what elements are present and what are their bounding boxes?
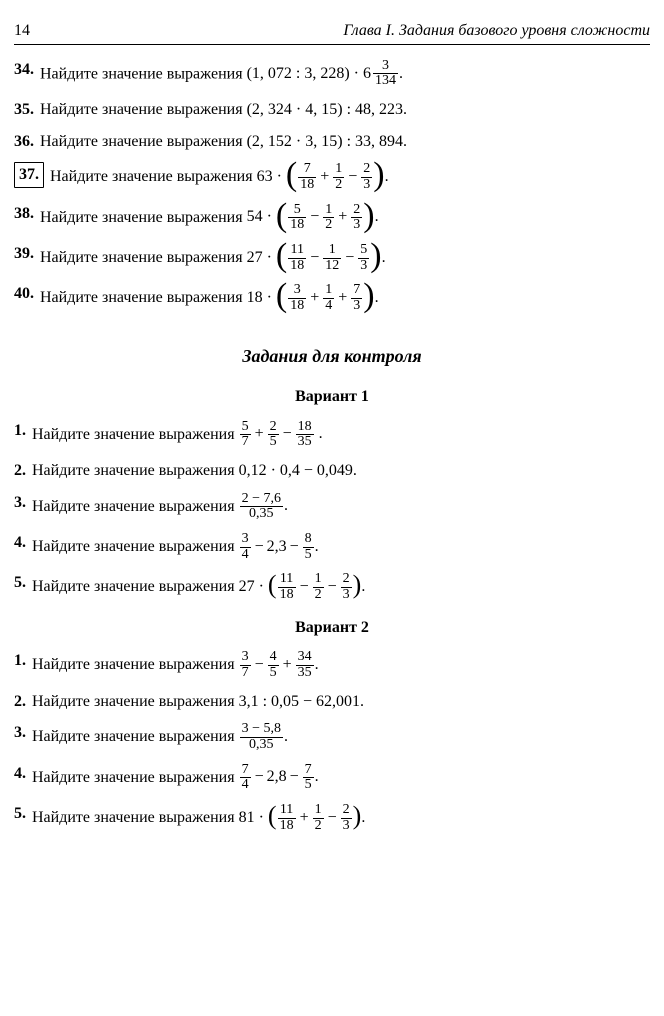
chapter-title: Глава I. Задания базового уровня сложнос…	[343, 20, 650, 42]
problem-number: 38.	[14, 203, 34, 225]
variants-container: Вариант 1 1. Найдите значение выражения 57…	[14, 386, 650, 833]
problem: 40. Найдите значение выражения 18 · (318+…	[14, 283, 650, 313]
problem-number: 2.	[14, 691, 26, 713]
page-header: 14 Глава I. Задания базового уровня слож…	[14, 20, 650, 45]
problem: 39. Найдите значение выражения 27 · (1118…	[14, 243, 650, 273]
problem-text: Найдите значение выражения 54 · (518−12+…	[40, 203, 379, 233]
variant-title: Вариант 2	[14, 617, 650, 639]
problem-text: Найдите значение выражения (2, 152 · 3, …	[40, 131, 407, 153]
problem: 3. Найдите значение выражения 2 − 7,60,35…	[14, 492, 650, 522]
problem-text: Найдите значение выражения 2 − 7,60,35.	[32, 492, 288, 522]
section-title: Задания для контроля	[14, 344, 650, 368]
problem-number: 37.	[14, 162, 44, 188]
problem-number: 3.	[14, 722, 26, 744]
problem-number: 4.	[14, 532, 26, 554]
problem-number: 1.	[14, 420, 26, 442]
problem: 2. Найдите значение выражения 0,12 · 0,4 …	[14, 460, 650, 482]
problem: 1. Найдите значение выражения 57+25−1835 …	[14, 420, 650, 450]
problem-number: 40.	[14, 283, 34, 305]
problem-number: 4.	[14, 763, 26, 785]
problem-text: Найдите значение выражения 34−2,3−85.	[32, 532, 319, 562]
problem-text: Найдите значение выражения 3 − 5,80,35.	[32, 722, 288, 752]
problem: 4. Найдите значение выражения 74−2,8−75.	[14, 763, 650, 793]
problem-text: Найдите значение выражения 27 · (1118−11…	[40, 243, 386, 273]
problem-number: 5.	[14, 803, 26, 825]
problem-text: Найдите значение выражения (1, 072 : 3, …	[40, 59, 403, 89]
problem-text: Найдите значение выражения 37−45+3435.	[32, 650, 319, 680]
problem-number: 5.	[14, 572, 26, 594]
problem-number: 1.	[14, 650, 26, 672]
problem: 2. Найдите значение выражения 3,1 : 0,05 …	[14, 691, 650, 713]
page-number: 14	[14, 20, 30, 42]
problem: 4. Найдите значение выражения 34−2,3−85.	[14, 532, 650, 562]
problem-number: 2.	[14, 460, 26, 482]
problem: 5. Найдите значение выражения 81 · (1118+…	[14, 803, 650, 833]
problem-text: Найдите значение выражения 63 · (718+12−…	[50, 162, 389, 192]
problem-number: 34.	[14, 59, 34, 81]
problem: 5. Найдите значение выражения 27 · (1118−…	[14, 572, 650, 602]
problem-text: Найдите значение выражения 57+25−1835 .	[32, 420, 323, 450]
problem-number: 35.	[14, 99, 34, 121]
problem: 35. Найдите значение выражения (2, 324 · …	[14, 99, 650, 121]
problem: 37.Найдите значение выражения 63 · (718+…	[14, 162, 650, 192]
problem: 34. Найдите значение выражения (1, 072 : …	[14, 59, 650, 89]
problem-number: 3.	[14, 492, 26, 514]
main-problems-list: 34. Найдите значение выражения (1, 072 : …	[14, 59, 650, 314]
problem: 38. Найдите значение выражения 54 · (518−…	[14, 203, 650, 233]
problem-text: Найдите значение выражения 18 · (318+14+…	[40, 283, 379, 313]
problem: 3. Найдите значение выражения 3 − 5,80,35…	[14, 722, 650, 752]
problem-text: Найдите значение выражения 0,12 · 0,4 − …	[32, 460, 357, 482]
problem-text: Найдите значение выражения 74−2,8−75.	[32, 763, 319, 793]
problem: 1. Найдите значение выражения 37−45+3435.	[14, 650, 650, 680]
problem-number: 36.	[14, 131, 34, 153]
variant-title: Вариант 1	[14, 386, 650, 408]
problem-text: Найдите значение выражения 81 · (1118+12…	[32, 803, 365, 833]
problem: 36. Найдите значение выражения (2, 152 · …	[14, 131, 650, 153]
problem-number: 39.	[14, 243, 34, 265]
problem-text: Найдите значение выражения 27 · (1118−12…	[32, 572, 365, 602]
problem-text: Найдите значение выражения (2, 324 · 4, …	[40, 99, 407, 121]
problem-text: Найдите значение выражения 3,1 : 0,05 − …	[32, 691, 364, 713]
